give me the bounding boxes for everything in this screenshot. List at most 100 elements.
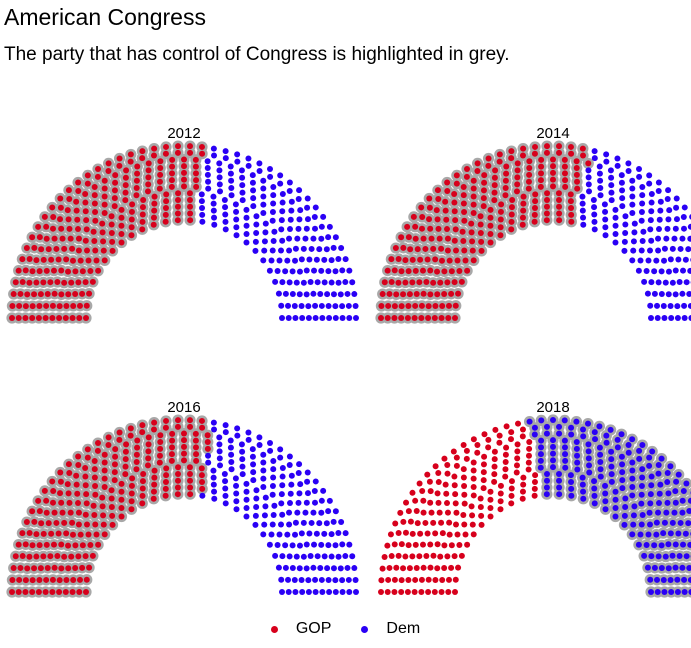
seat-gop <box>404 589 411 595</box>
seat-dem <box>619 485 626 492</box>
seat-gop <box>10 291 17 298</box>
seat-dots <box>378 417 691 595</box>
seat-dem <box>655 179 662 186</box>
seat-dem <box>574 452 581 459</box>
seat-gop <box>391 315 398 321</box>
seat-dem <box>205 459 212 466</box>
seat-dem <box>585 174 592 181</box>
seat-dem <box>286 187 293 194</box>
seat-gop <box>145 455 152 462</box>
seat-gop <box>82 553 89 560</box>
seat-dem <box>580 495 587 502</box>
seat-gop <box>127 432 134 439</box>
seat-gop <box>174 477 181 484</box>
seat-dem <box>319 315 326 321</box>
seat-dem <box>288 207 295 214</box>
seat-gop <box>101 467 108 474</box>
seat-gop <box>580 152 587 159</box>
seat-dem <box>561 417 568 424</box>
seat-gop <box>470 436 477 443</box>
seat-gop <box>520 207 527 214</box>
seat-gop <box>65 565 72 572</box>
seat-dem <box>621 247 628 254</box>
seat-gop <box>38 246 45 253</box>
seat-dem <box>351 291 358 298</box>
seat-dem <box>608 471 615 478</box>
seat-gop <box>427 541 434 548</box>
seat-gop <box>162 479 169 486</box>
seat-gop <box>378 315 384 321</box>
seat-dem <box>686 564 691 571</box>
seat-gop <box>526 158 533 165</box>
seat-gop <box>455 290 462 297</box>
seat-dem <box>199 218 206 225</box>
seat-gop <box>175 464 182 471</box>
seat-gop <box>50 499 56 506</box>
seat-gop <box>109 521 116 528</box>
seat-gop <box>49 315 56 321</box>
seat-gop <box>544 143 550 150</box>
seat-gop <box>169 163 176 170</box>
seat-gop <box>431 315 438 321</box>
seat-gop <box>58 541 65 548</box>
seat-dem <box>332 508 339 515</box>
seat-dem <box>332 589 339 595</box>
seat-dem <box>299 315 306 321</box>
seat-gop <box>187 477 194 484</box>
seat-gop <box>412 541 419 548</box>
seat-gop <box>193 183 200 190</box>
seat-gop <box>92 217 99 224</box>
seat-dem <box>325 577 332 584</box>
seat-dem <box>233 232 240 239</box>
seat-gop <box>398 303 405 310</box>
seat-gop <box>405 234 412 241</box>
seat-dem <box>645 257 652 264</box>
seat-dem <box>591 500 598 507</box>
seat-dem <box>621 238 628 245</box>
seat-gop <box>508 492 515 499</box>
seat-gop <box>45 246 52 253</box>
seat-gop <box>461 483 468 490</box>
seat-gop <box>187 210 194 217</box>
seat-dem <box>612 231 619 237</box>
seat-gop <box>144 462 151 469</box>
seat-dem <box>324 291 331 298</box>
seat-gop <box>77 257 84 264</box>
seat-gop <box>174 217 181 224</box>
seat-gop <box>116 436 123 443</box>
seat-gop <box>75 226 82 233</box>
seat-dem <box>312 315 319 321</box>
seat-dem <box>655 279 662 286</box>
seat-dem <box>655 235 662 242</box>
seat-gop <box>386 290 393 297</box>
seat-gop <box>420 497 427 504</box>
seat-gop <box>15 315 22 321</box>
seat-gop <box>444 500 451 507</box>
seat-dem <box>222 155 229 162</box>
seat-dem <box>198 198 205 205</box>
seat-dem <box>586 188 593 195</box>
seat-gop <box>526 445 533 452</box>
seat-gop <box>150 214 157 221</box>
seat-dem <box>637 257 644 264</box>
seat-dem <box>311 213 318 220</box>
seat-gop <box>162 485 169 492</box>
seat-dem <box>292 589 299 595</box>
seat-dem <box>630 521 637 528</box>
seat-gop <box>443 490 450 497</box>
seat-dem <box>279 199 286 206</box>
seat-dem <box>279 315 285 321</box>
seat-gop <box>434 268 441 275</box>
seat-dem <box>654 315 661 321</box>
seat-gop <box>543 217 550 224</box>
seat-dem <box>612 222 619 229</box>
seat-gop <box>157 445 164 452</box>
seat-dem <box>286 521 293 528</box>
seat-dem <box>211 152 218 159</box>
seat-gop <box>385 302 392 309</box>
seat-dem <box>285 315 292 321</box>
seat-dem <box>342 553 349 560</box>
seat-gop <box>418 589 425 595</box>
seat-gop <box>162 205 169 212</box>
seat-gop <box>139 478 146 485</box>
